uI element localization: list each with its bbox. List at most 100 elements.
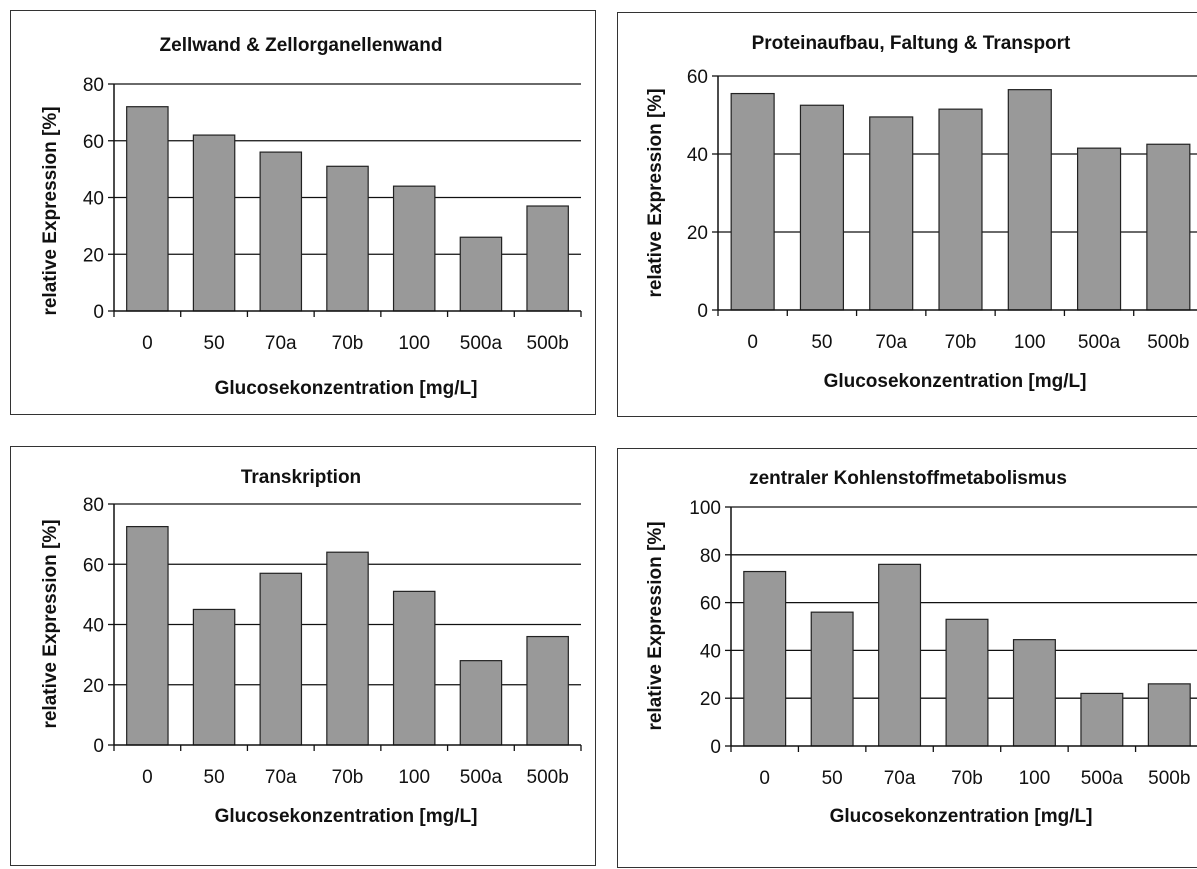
bar — [526, 205, 569, 312]
bar — [1146, 143, 1191, 311]
chart-panel-zellwand: Zellwand & Zellorganellenwand relative E… — [10, 10, 596, 415]
x-tick-label: 0 — [142, 333, 153, 354]
bar — [392, 590, 436, 746]
x-tick-label: 70b — [332, 333, 364, 354]
bar — [1080, 692, 1124, 747]
y-tick-label: 100 — [689, 498, 721, 519]
chart-title: Zellwand & Zellorganellenwand — [160, 35, 443, 56]
y-tick-label: 0 — [710, 737, 721, 758]
x-tick-label: 500b — [527, 767, 569, 788]
bar — [326, 551, 369, 746]
y-tick-label: 80 — [700, 546, 721, 567]
y-tick-label: 0 — [93, 736, 104, 757]
bar — [945, 618, 989, 747]
y-tick-label: 60 — [83, 132, 104, 153]
y-tick-label: 80 — [83, 495, 104, 516]
chart-title: Transkription — [241, 467, 361, 488]
bar — [459, 236, 503, 312]
y-tick-label: 20 — [83, 676, 104, 697]
y-tick-label: 20 — [83, 245, 104, 266]
x-tick-label: 70a — [884, 768, 916, 789]
bar — [1007, 89, 1052, 311]
bar — [326, 165, 369, 312]
chart-panel-kohlenstoffmetabolismus: zentraler Kohlenstoffmetabolismus relati… — [617, 448, 1197, 868]
y-tick-label: 40 — [83, 189, 104, 210]
chart-title: Proteinaufbau, Faltung & Transport — [752, 33, 1071, 54]
y-tick-label: 60 — [700, 594, 721, 615]
plot-area: 0 20 40 60 80 100 0 50 70a 70b 100 500a 500b — [689, 498, 1197, 789]
bar — [869, 116, 914, 311]
x-tick-label: 100 — [398, 333, 430, 354]
x-tick-label: 500b — [527, 333, 569, 354]
x-tick-label: 50 — [204, 767, 225, 788]
x-tick-label: 100 — [1019, 768, 1051, 789]
bar — [799, 104, 845, 311]
x-axis-label: Glucosekonzentration [mg/L] — [830, 806, 1093, 827]
x-tick-label: 0 — [747, 332, 758, 353]
bar — [126, 106, 169, 312]
x-tick-label: 70a — [265, 333, 297, 354]
bar — [526, 635, 569, 746]
y-tick-label: 0 — [697, 301, 708, 322]
chart-panel-proteinaufbau: Proteinaufbau, Faltung & Transport relat… — [617, 12, 1197, 417]
x-tick-label: 500b — [1147, 332, 1189, 353]
x-tick-label: 500b — [1148, 768, 1190, 789]
bar — [878, 563, 922, 747]
x-tick-label: 0 — [759, 768, 770, 789]
bar — [810, 611, 854, 747]
x-axis-label: Glucosekonzentration [mg/L] — [215, 378, 478, 399]
bar — [1076, 147, 1122, 311]
bar — [259, 151, 303, 312]
x-tick-label: 100 — [1014, 332, 1046, 353]
y-tick-label: 80 — [83, 75, 104, 96]
y-tick-label: 60 — [83, 555, 104, 576]
y-axis-label: relative Expression [%] — [645, 88, 666, 297]
plot-area: 0 20 40 60 80 0 50 70a 70b 100 500a 500b — [83, 495, 582, 788]
bar — [730, 92, 775, 311]
bar — [938, 108, 983, 311]
bar — [192, 608, 236, 746]
bar — [259, 572, 303, 746]
x-tick-label: 100 — [398, 767, 430, 788]
bar — [743, 570, 787, 747]
bar — [392, 185, 436, 312]
x-tick-label: 70a — [265, 767, 297, 788]
x-tick-label: 0 — [142, 767, 153, 788]
x-tick-label: 500a — [1078, 332, 1121, 353]
bar — [192, 134, 236, 312]
y-axis-label: relative Expression [%] — [40, 106, 61, 315]
x-tick-label: 500a — [460, 767, 503, 788]
plot-area: 0 20 40 60 80 0 50 70a 70b 100 500a 500b — [83, 75, 582, 354]
bar — [1012, 639, 1056, 747]
y-axis-label: relative Expression [%] — [645, 521, 666, 730]
chart-svg: Proteinaufbau, Faltung & Transport relat… — [645, 33, 1197, 392]
chart-svg: Zellwand & Zellorganellenwand relative E… — [40, 35, 582, 399]
x-axis-label: Glucosekonzentration [mg/L] — [215, 806, 478, 827]
x-tick-label: 70b — [951, 768, 983, 789]
x-tick-label: 50 — [204, 333, 225, 354]
y-tick-label: 20 — [700, 689, 721, 710]
y-tick-label: 20 — [687, 223, 708, 244]
y-tick-label: 60 — [687, 67, 708, 88]
x-tick-label: 500a — [1081, 768, 1124, 789]
x-axis-label: Glucosekonzentration [mg/L] — [824, 371, 1087, 392]
chart-svg: zentraler Kohlenstoffmetabolismus relati… — [645, 468, 1197, 827]
chart-panel-transkription: Transkription relative Expression [%] Gl… — [10, 446, 596, 866]
y-tick-label: 40 — [700, 641, 721, 662]
y-tick-label: 0 — [93, 302, 104, 323]
bar — [126, 525, 169, 746]
x-tick-label: 500a — [460, 333, 503, 354]
x-tick-label: 70b — [945, 332, 977, 353]
y-axis-label: relative Expression [%] — [40, 519, 61, 728]
x-tick-label: 50 — [822, 768, 843, 789]
x-tick-label: 50 — [811, 332, 832, 353]
y-tick-label: 40 — [687, 145, 708, 166]
x-tick-label: 70b — [332, 767, 364, 788]
bar — [459, 660, 503, 746]
y-tick-label: 40 — [83, 616, 104, 637]
plot-area: 0 20 40 60 0 50 70a 70b 100 500a 500b — [687, 67, 1197, 353]
chart-svg: Transkription relative Expression [%] Gl… — [40, 467, 582, 827]
chart-title: zentraler Kohlenstoffmetabolismus — [749, 468, 1067, 489]
x-tick-label: 70a — [875, 332, 907, 353]
bar — [1147, 683, 1191, 747]
